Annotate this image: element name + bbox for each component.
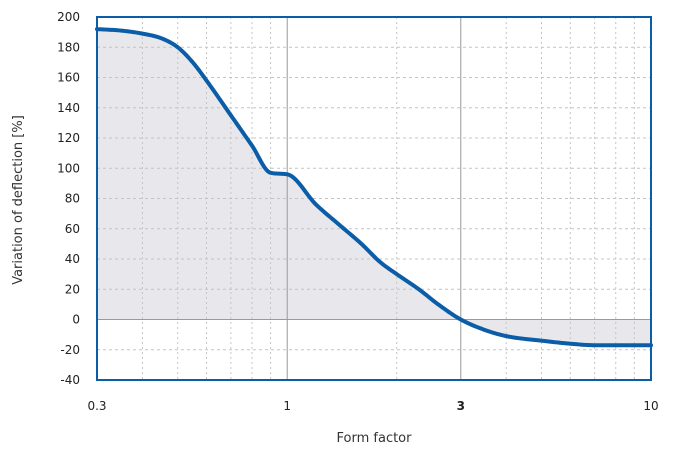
fill-layer: [97, 29, 651, 346]
x-axis-title: Form factor: [337, 431, 413, 446]
y-tick-label: 120: [57, 131, 80, 145]
y-tick-label: 140: [57, 101, 80, 115]
y-axis-title: Variation of deflection [%]: [11, 115, 26, 285]
line-layer: [95, 27, 653, 348]
x-tick-label: 3: [457, 399, 465, 413]
y-tick-label: -40: [60, 373, 80, 387]
y-tick-label: 80: [65, 192, 80, 206]
plot-frame: [96, 16, 652, 381]
y-tick-label: 100: [57, 161, 80, 175]
area-fill: [97, 29, 651, 346]
x-tick-label: 0.3: [87, 399, 106, 413]
y-tick-label: 160: [57, 71, 80, 85]
y-tick-label: 20: [65, 282, 80, 296]
x-tick-label: 10: [643, 399, 658, 413]
y-tick-label: 200: [57, 10, 80, 24]
series-line: [95, 27, 653, 348]
grid-layer: [97, 17, 651, 380]
y-tick-label: 180: [57, 40, 80, 54]
x-tick-labels: 0.3 1 3 10: [87, 399, 658, 413]
y-tick-label: 0: [72, 313, 80, 327]
x-tick-label: 1: [283, 399, 291, 413]
y-tick-labels: -40 -20 0 20 40 60 80 100 120 140 160 180 200: [57, 10, 80, 387]
y-tick-label: 40: [65, 252, 80, 266]
y-tick-label: -20: [60, 343, 80, 357]
y-tick-label: 60: [65, 222, 80, 236]
